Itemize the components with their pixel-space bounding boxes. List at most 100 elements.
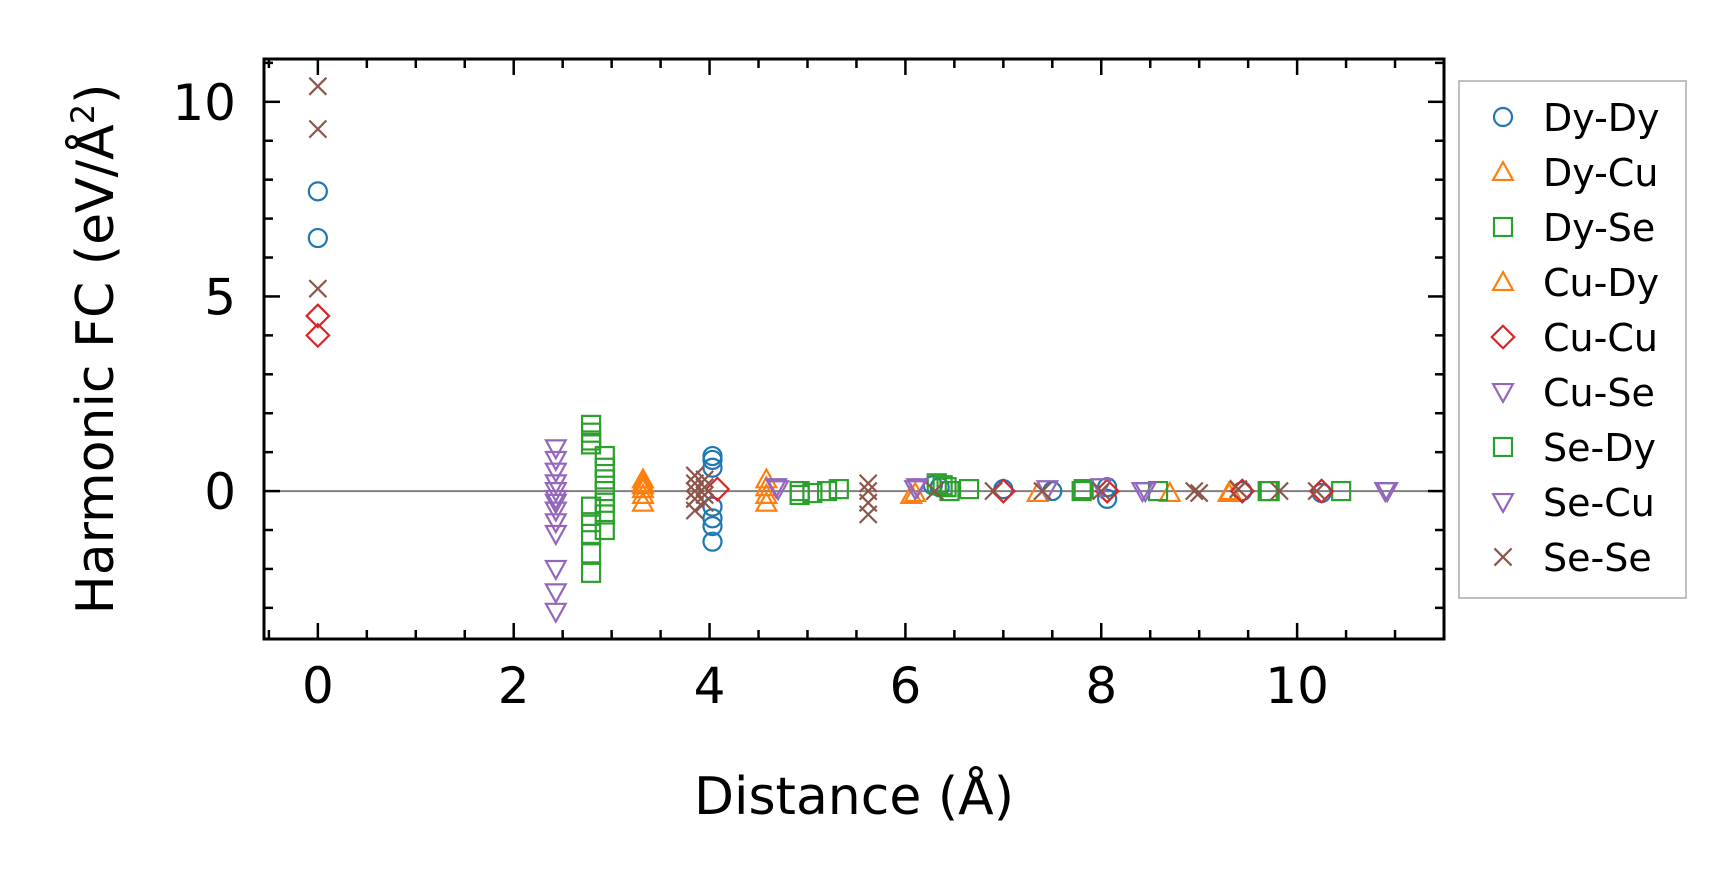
data-point-dy-se [594, 445, 615, 467]
legend-label: Se-Dy [1543, 426, 1656, 470]
data-point-se-dy [594, 480, 615, 502]
legend-label: Dy-Se [1543, 206, 1655, 250]
legend-entry-dy-cu: Dy-Cu [1491, 151, 1658, 195]
data-point-dy-se [580, 496, 602, 517]
data-point-se-cu [1130, 482, 1155, 504]
legend-marker-cu-cu [1490, 324, 1516, 350]
data-point-dy-se [580, 562, 602, 583]
x-tick-label: 4 [694, 657, 726, 715]
data-point-dy-se [594, 519, 615, 541]
data-point-cu-se [544, 474, 568, 496]
data-point-dy-se [958, 479, 980, 500]
data-points [305, 76, 1399, 624]
data-point-se-se [1270, 481, 1289, 501]
data-point-se-se [1189, 483, 1209, 503]
data-point-se-cu [1375, 482, 1399, 504]
legend-marker-se-se [1493, 547, 1513, 567]
legend-entry-cu-se: Cu-Se [1491, 371, 1655, 415]
data-point-se-se [685, 501, 705, 520]
data-point-cu-se [544, 439, 568, 461]
data-point-dy-cu [1158, 480, 1182, 503]
legend-label: Dy-Dy [1543, 96, 1660, 140]
data-point-cu-cu [305, 303, 331, 329]
data-point-se-dy [789, 480, 810, 502]
data-point-dy-dy [307, 227, 328, 249]
legend-entry-se-se: Se-Se [1493, 536, 1652, 580]
series-se-se [308, 76, 1327, 524]
data-point-cu-se [544, 450, 568, 473]
data-point-dy-dy [702, 449, 723, 471]
data-point-cu-cu [1229, 478, 1256, 504]
data-point-dy-se [802, 482, 823, 504]
data-point-dy-dy [1097, 488, 1118, 509]
legend-label: Dy-Cu [1543, 151, 1658, 195]
data-point-cu-cu [305, 322, 331, 349]
legend-label: Se-Cu [1543, 481, 1655, 525]
data-point-dy-se [580, 543, 602, 564]
x-tick-label: 2 [498, 657, 530, 715]
data-point-dy-se [828, 479, 849, 500]
data-point-dy-dy [702, 531, 723, 552]
data-point-cu-se [544, 489, 568, 512]
data-point-se-se [695, 477, 714, 497]
x-axis-label: Distance (Å) [694, 765, 1014, 827]
series-se-cu [544, 478, 1399, 515]
tick-labels: 0 2 4 6 8 10 0 5 10 [172, 74, 1329, 715]
data-point-se-cu [1089, 478, 1114, 500]
data-point-dy-se [580, 523, 602, 544]
data-point-se-se [685, 481, 705, 501]
data-point-se-se [858, 505, 878, 524]
data-point-cu-dy [1218, 478, 1243, 501]
legend-entry-dy-dy: Dy-Dy [1492, 96, 1660, 140]
legend-label: Cu-Cu [1543, 316, 1658, 360]
data-point-se-dy [1073, 479, 1094, 500]
legend-marker-cu-dy [1491, 269, 1515, 292]
data-point-dy-se [594, 469, 615, 490]
data-point-dy-se [939, 480, 960, 502]
data-point-se-se [695, 493, 714, 513]
data-point-dy-dy [307, 181, 328, 202]
data-point-se-se [1184, 481, 1204, 501]
data-point-dy-cu [754, 490, 779, 512]
data-point-se-se [685, 466, 705, 485]
legend-marker-cu-se [1491, 382, 1515, 405]
legend-label: Cu-Se [1543, 371, 1655, 415]
legend-marker-dy-se [1492, 216, 1514, 238]
data-point-cu-se [544, 524, 568, 547]
y-axis-label: Harmonic FC (eV/Å2) [64, 84, 126, 615]
legend-marker-se-dy [1492, 436, 1514, 458]
data-point-se-dy [580, 430, 602, 451]
legend-frame [1458, 80, 1687, 599]
data-point-se-se [984, 481, 1003, 501]
data-point-cu-se [544, 559, 568, 582]
data-point-se-cu [766, 480, 790, 502]
data-point-dy-se [594, 457, 615, 478]
legend-marker-se-cu [1491, 492, 1515, 515]
data-point-cu-se [544, 602, 568, 624]
legend-label: Cu-Dy [1543, 261, 1659, 305]
data-point-dy-cu [754, 482, 779, 504]
data-point-cu-se [544, 462, 568, 484]
legend-marker-dy-cu [1491, 159, 1515, 182]
data-point-dy-se [816, 480, 838, 502]
y-tick-label: 0 [204, 463, 236, 521]
data-point-se-cu [905, 478, 929, 500]
data-point-dy-se [594, 492, 615, 513]
x-tick-label: 6 [890, 657, 922, 715]
data-point-dy-se [932, 475, 953, 496]
data-point-se-se [858, 473, 878, 493]
data-point-se-se [925, 481, 945, 501]
data-point-dy-cu [631, 482, 655, 504]
legend-entry-dy-se: Dy-Se [1492, 206, 1655, 250]
legend-label: Se-Se [1543, 536, 1652, 580]
data-point-dy-cu [631, 490, 655, 512]
data-point-dy-se [594, 504, 615, 525]
series-cu-dy [631, 471, 1243, 503]
data-point-se-se [1229, 479, 1248, 499]
legend-entry-se-dy: Se-Dy [1492, 426, 1656, 470]
data-point-se-se [308, 119, 328, 139]
data-point-dy-dy [702, 516, 723, 537]
legend: Dy-Dy Dy-Cu Dy-Se Cu-Dy Cu-Cu Cu-Se Se-Dy Se-Cu… [1458, 80, 1687, 599]
data-point-se-se [1307, 481, 1327, 501]
